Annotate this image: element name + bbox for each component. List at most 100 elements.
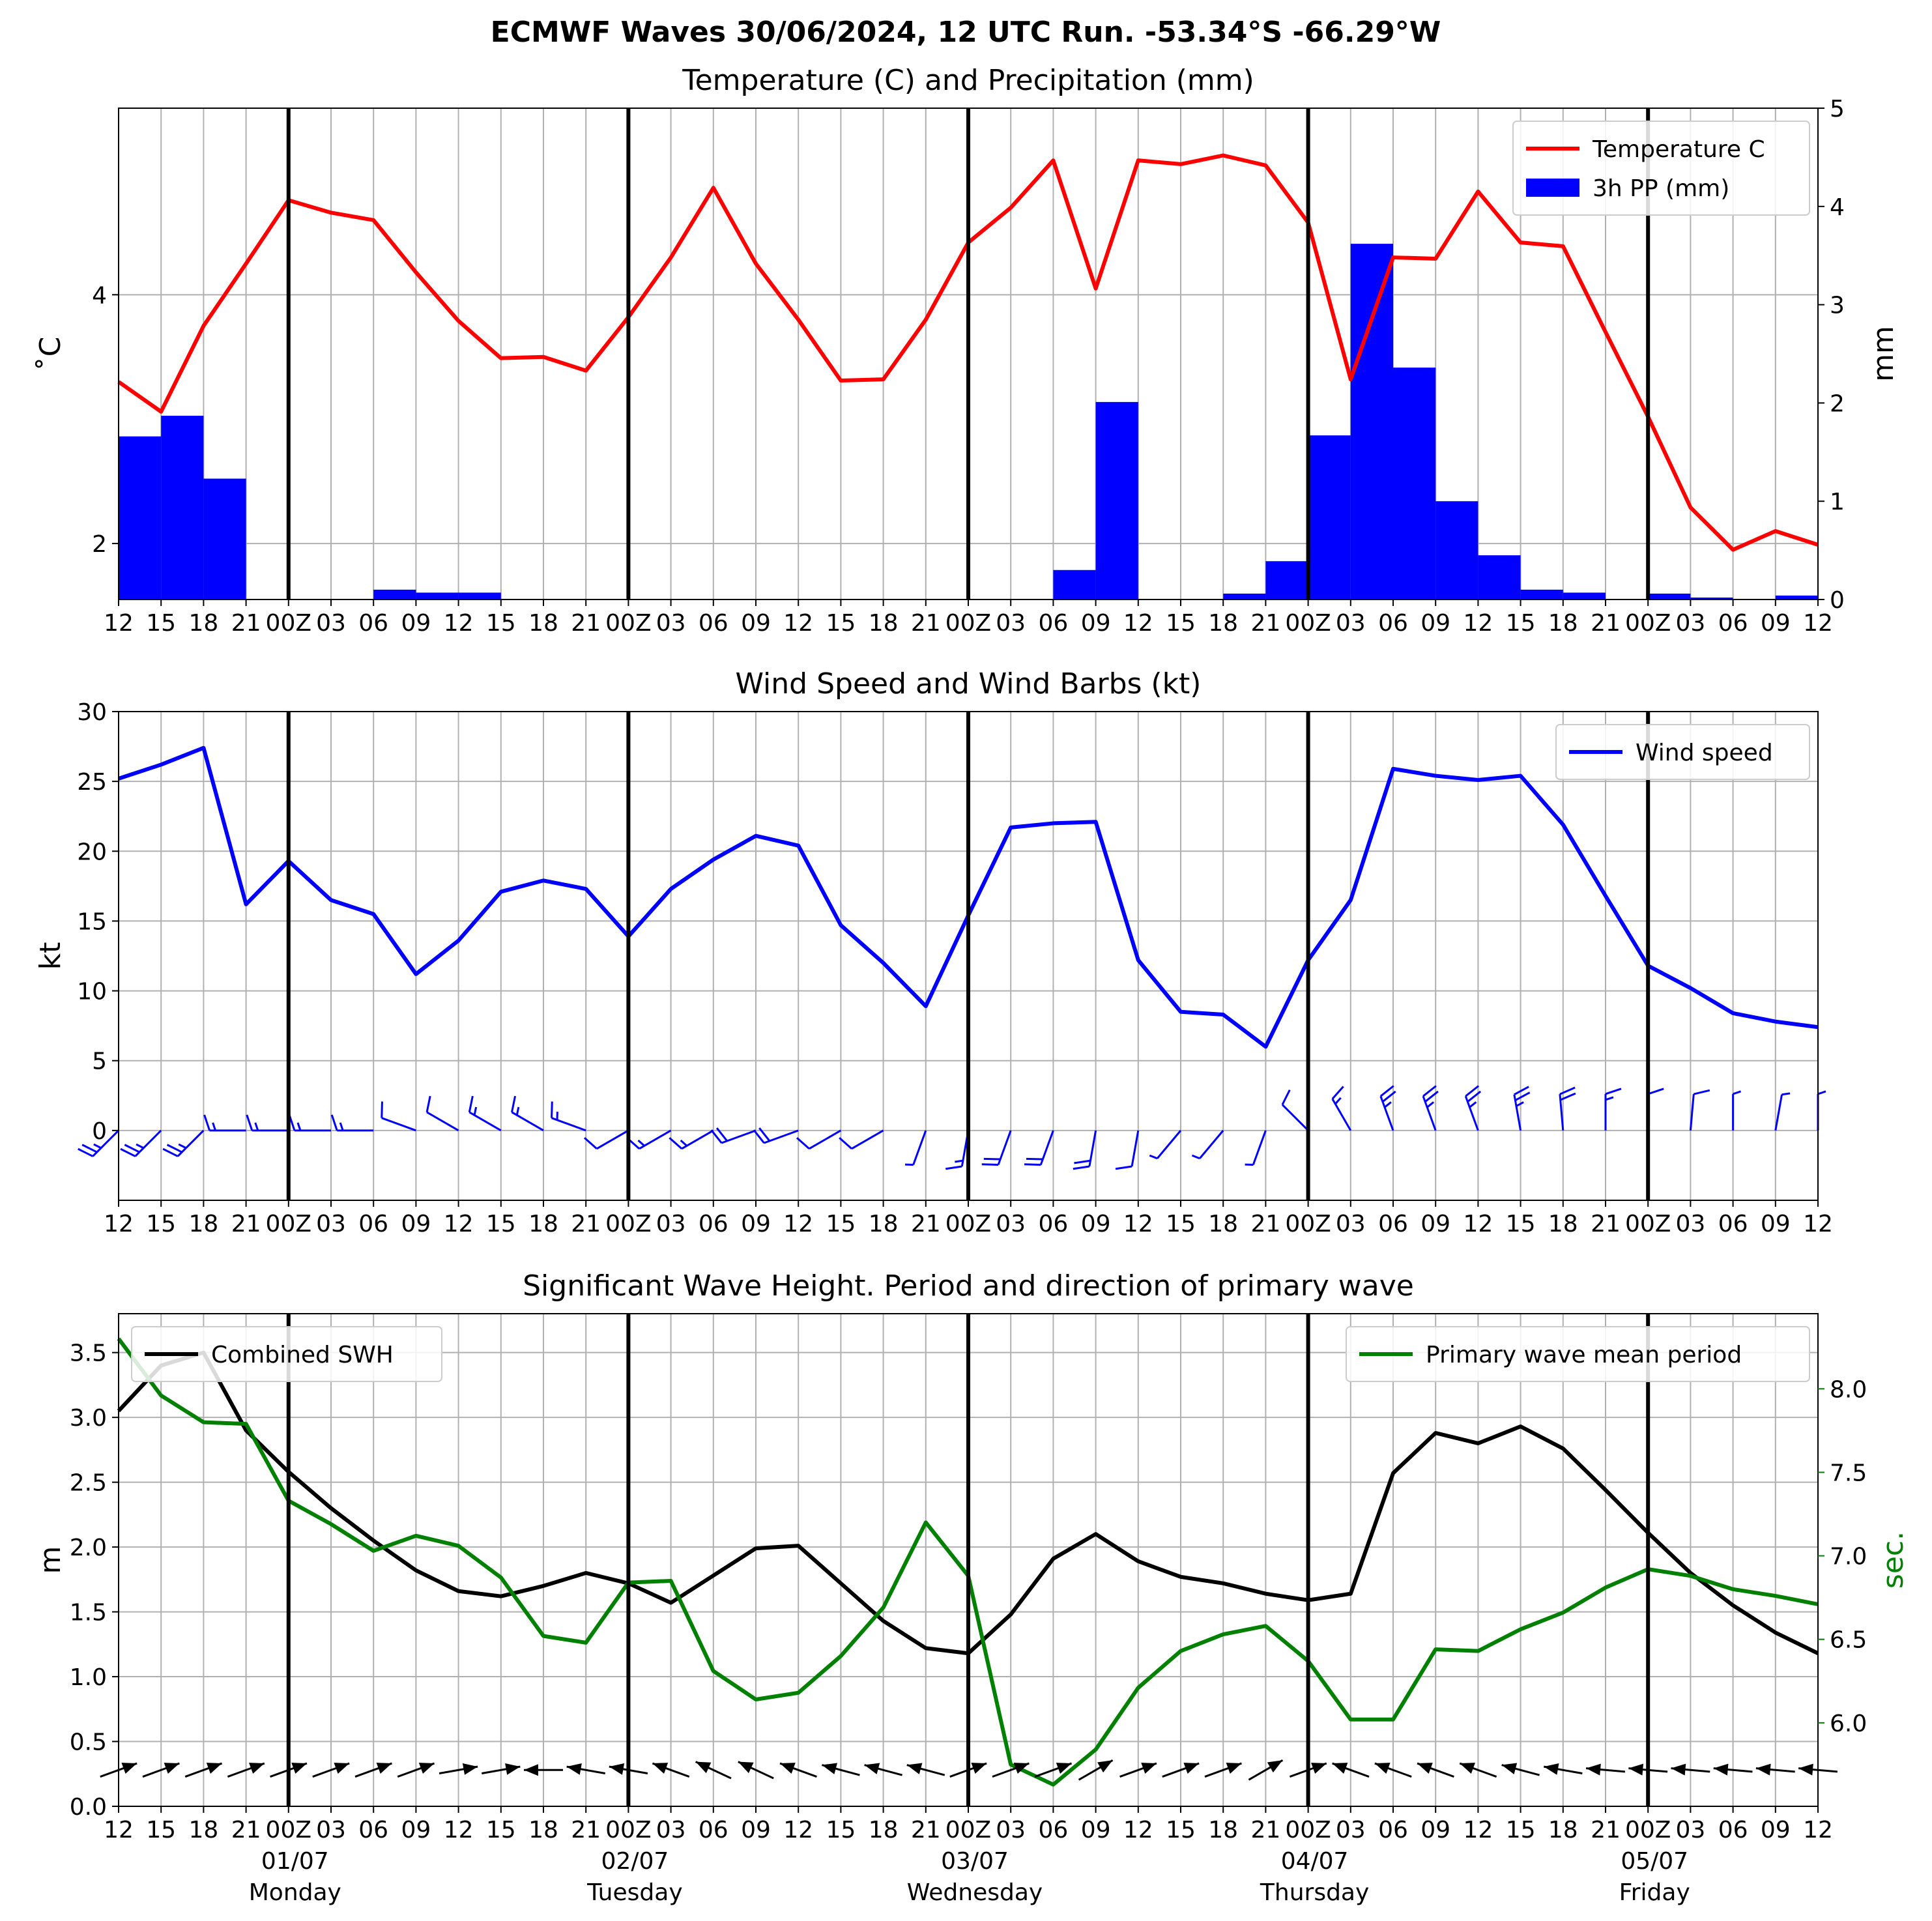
- legend-label: Wind speed: [1636, 740, 1773, 766]
- x-tick-label: 00Z: [945, 610, 991, 637]
- barb-flag: [945, 1165, 962, 1170]
- barb-flag: [1379, 1085, 1394, 1097]
- x-tick-label: 00Z: [266, 1211, 311, 1237]
- x-tick-label: 18: [528, 610, 558, 637]
- barb-flag: [1467, 1090, 1482, 1103]
- x-tick-label: 03: [996, 1211, 1026, 1237]
- wind-barb: [1281, 1089, 1309, 1131]
- x-tick-label: 18: [188, 1817, 218, 1843]
- barb-half-flag: [680, 1139, 688, 1147]
- x-tick-label: 12: [1803, 1817, 1833, 1843]
- x-tick-label: 03: [1675, 610, 1705, 637]
- arrow-head: [505, 1763, 521, 1775]
- x-tick-label: 12: [444, 610, 474, 637]
- precip-bar: [1223, 593, 1266, 599]
- barb-flag: [425, 1095, 431, 1113]
- arrow-head: [971, 1763, 987, 1774]
- x-tick-label: 12: [783, 1211, 813, 1237]
- precip-bar: [1775, 595, 1818, 599]
- barb-flag: [162, 1148, 179, 1157]
- x-tick-label: 09: [1081, 1817, 1111, 1843]
- barb-half-flag: [637, 1139, 645, 1147]
- x-tick-label: 21: [911, 1817, 941, 1843]
- x-tick-label: 00Z: [605, 610, 651, 637]
- barb-shaft: [1464, 1095, 1479, 1131]
- arrow-head: [524, 1764, 538, 1776]
- wave-direction-arrow: [1204, 1762, 1242, 1778]
- x-tick-label: 15: [486, 610, 516, 637]
- barb-flag: [246, 1114, 253, 1131]
- x-tick-label: 09: [401, 1817, 431, 1843]
- arrow-head: [1056, 1763, 1072, 1774]
- x-tick-label: 03: [316, 1817, 346, 1843]
- arrow-head: [418, 1763, 435, 1774]
- arrow-head: [1586, 1763, 1601, 1776]
- legend-box: [1346, 1326, 1810, 1382]
- day-name-label: Wednesday: [907, 1879, 1043, 1906]
- barb-half-flag: [1149, 1154, 1158, 1160]
- x-tick-label: 00Z: [1625, 1211, 1671, 1237]
- x-tick-label: 09: [401, 610, 431, 637]
- precip-bar: [1393, 368, 1436, 599]
- arrow-head: [652, 1763, 669, 1774]
- barb-shaft: [1039, 1130, 1054, 1165]
- wave-direction-arrow: [227, 1762, 265, 1778]
- legend-label: Combined SWH: [211, 1342, 394, 1368]
- x-tick-label: 15: [146, 610, 176, 637]
- x-tick-label: 03: [656, 610, 686, 637]
- x-tick-label: 03: [1336, 610, 1366, 637]
- x-tick-label: 03: [656, 1211, 686, 1237]
- barb-flag: [1115, 1165, 1132, 1170]
- barb-flag: [1465, 1085, 1479, 1097]
- arrow-head: [864, 1763, 880, 1774]
- x-tick-label: 06: [358, 610, 388, 637]
- x-tick-label: 18: [869, 1817, 899, 1843]
- panel-3: Significant Wave Height. Period and dire…: [34, 1269, 1910, 1906]
- wind-barb: [710, 1127, 757, 1144]
- y-right-tick-label: 6.5: [1830, 1627, 1867, 1654]
- barb-shaft: [1281, 1104, 1309, 1131]
- wave-direction-arrow: [1713, 1763, 1753, 1776]
- y-right-tick-label: 8.0: [1830, 1376, 1867, 1403]
- barb-shaft: [809, 1129, 842, 1150]
- barb-flag: [330, 1114, 338, 1131]
- barb-shaft: [426, 1111, 459, 1132]
- barb-flag: [1073, 1165, 1090, 1170]
- barb-shaft: [469, 1111, 502, 1132]
- x-tick-label: 06: [1378, 610, 1408, 637]
- x-tick-label: 21: [231, 610, 261, 637]
- x-tick-label: 15: [486, 1817, 516, 1843]
- x-tick-label: 18: [869, 1211, 899, 1237]
- x-tick-label: 21: [231, 1817, 261, 1843]
- x-tick-label: 12: [1123, 1211, 1153, 1237]
- day-date-label: 05/07: [1621, 1848, 1688, 1875]
- x-tick-label: 18: [1208, 1817, 1238, 1843]
- precip-bar: [1648, 593, 1691, 599]
- x-tick-label: 03: [316, 1211, 346, 1237]
- wind-barb: [904, 1130, 927, 1166]
- precip-bar: [1095, 401, 1138, 599]
- x-tick-label: 21: [571, 1211, 601, 1237]
- x-tick-label: 21: [1250, 610, 1280, 637]
- barb-half-flag: [178, 1143, 187, 1149]
- x-tick-label: 03: [996, 1817, 1026, 1843]
- day-date-label: 03/07: [941, 1848, 1009, 1875]
- precip-bar: [1435, 501, 1478, 599]
- wave-direction-arrow: [779, 1762, 817, 1778]
- barb-shaft: [1689, 1093, 1695, 1131]
- x-tick-label: 06: [1038, 1817, 1068, 1843]
- wind-barb: [468, 1095, 502, 1132]
- y-axis-label: m: [34, 1546, 67, 1574]
- barb-shaft: [1513, 1094, 1522, 1131]
- legend-label: 3h PP (mm): [1593, 175, 1729, 202]
- wave-direction-arrow: [184, 1762, 223, 1778]
- x-tick-label: 12: [1463, 1211, 1493, 1237]
- y-tick-label: 2.0: [70, 1535, 107, 1561]
- wave-direction-arrow: [1119, 1762, 1157, 1778]
- arrow-head: [1628, 1763, 1644, 1776]
- wind-barb: [1115, 1130, 1140, 1170]
- wave-direction-arrow: [1755, 1763, 1795, 1776]
- x-tick-label: 21: [571, 610, 601, 637]
- barb-half-flag: [296, 1122, 302, 1131]
- x-tick-label: 06: [699, 610, 728, 637]
